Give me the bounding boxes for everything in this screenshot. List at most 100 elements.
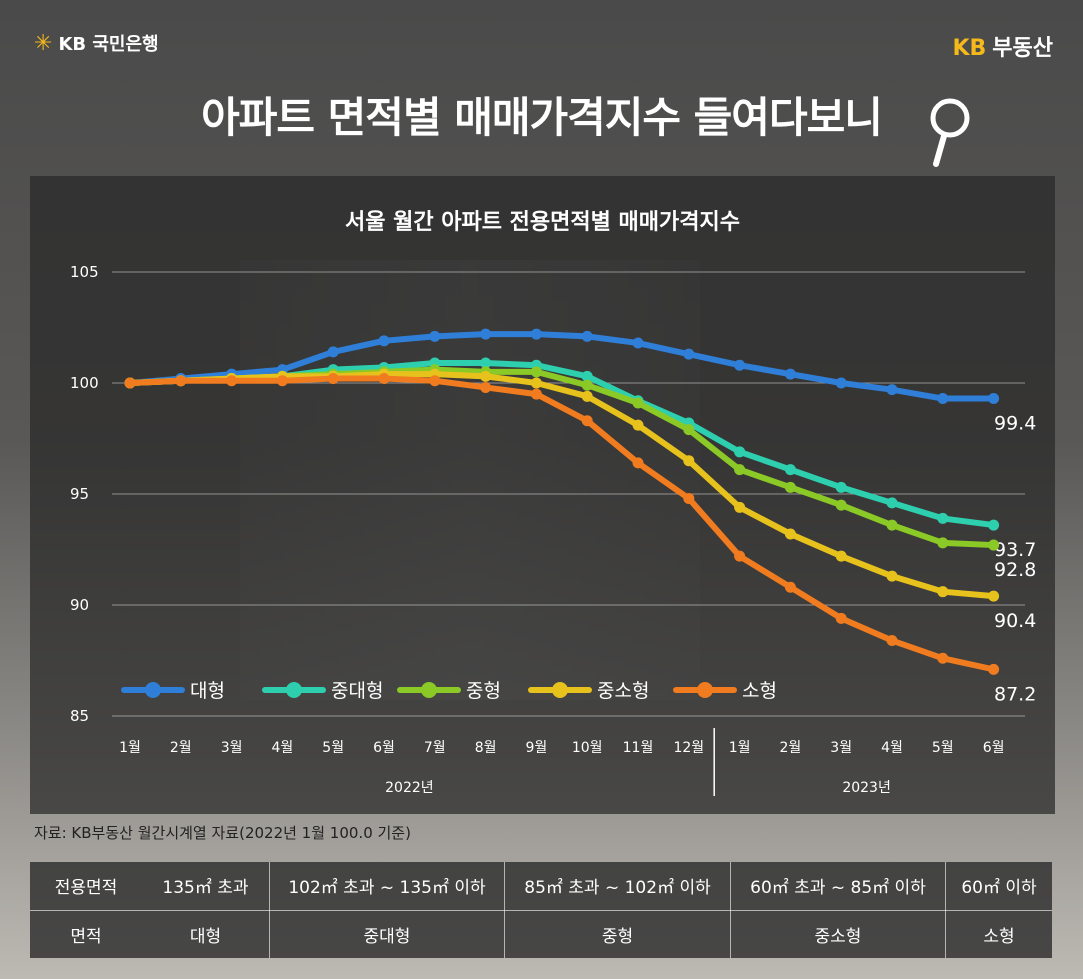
data-point: [327, 373, 339, 385]
data-point: [530, 366, 542, 378]
end-value-label: 87.2: [994, 683, 1036, 705]
x-tick-label: 11월: [623, 740, 654, 756]
y-tick-label: 105: [70, 263, 99, 281]
spec-cell: 중형: [504, 910, 731, 958]
data-point: [581, 330, 593, 342]
data-point: [378, 335, 390, 347]
data-point: [683, 492, 695, 504]
kb-star-icon: ✳: [34, 30, 53, 56]
data-point: [581, 370, 593, 382]
legend-label: 대형: [190, 680, 225, 702]
x-tick-label: 8월: [475, 740, 497, 756]
data-point: [530, 328, 542, 340]
data-point: [886, 384, 898, 396]
data-point: [226, 375, 238, 387]
spec-row-label: 전용면적: [30, 862, 142, 911]
data-point: [988, 519, 1000, 531]
spec-cell: 85㎡ 초과 ~ 102㎡ 이하: [504, 862, 731, 911]
end-value-label: 93.7: [994, 539, 1036, 561]
data-point: [784, 368, 796, 380]
legend-swatch-dot: [697, 682, 713, 698]
data-point: [734, 550, 746, 562]
y-tick-label: 85: [70, 707, 89, 725]
x-tick-label: 9월: [526, 740, 548, 756]
data-point: [683, 455, 695, 467]
data-point: [937, 537, 949, 549]
kb-logo-mark: KB: [952, 36, 987, 61]
data-point: [530, 377, 542, 389]
data-point: [429, 330, 441, 342]
page-title: 아파트 면적별 매매가격지수 들여다보니: [201, 93, 883, 142]
data-point: [581, 379, 593, 391]
data-point: [886, 519, 898, 531]
year-label: 2022년: [385, 780, 434, 796]
end-value-label: 90.4: [994, 610, 1036, 632]
data-point: [784, 581, 796, 593]
data-point: [327, 346, 339, 358]
data-point: [886, 570, 898, 582]
data-point: [988, 539, 1000, 551]
data-point: [886, 635, 898, 647]
data-point: [784, 464, 796, 476]
spec-cell: 135㎡ 초과: [142, 862, 270, 911]
x-tick-label: 6월: [373, 740, 395, 756]
data-point: [429, 375, 441, 387]
data-point: [581, 415, 593, 427]
data-point: [683, 424, 695, 436]
x-tick-label: 1월: [119, 740, 141, 756]
data-point: [937, 393, 949, 405]
data-point: [988, 663, 1000, 675]
data-point: [480, 357, 492, 369]
spec-row-area: 전용면적 135㎡ 초과 102㎡ 초과 ~ 135㎡ 이하 85㎡ 초과 ~ …: [30, 862, 1052, 911]
y-tick-label: 100: [70, 374, 99, 392]
x-tick-label: 4월: [272, 740, 294, 756]
x-tick-label: 12월: [673, 740, 704, 756]
data-point: [632, 337, 644, 349]
legend-swatch-dot: [421, 682, 437, 698]
data-point: [835, 499, 847, 511]
end-value-label: 99.4: [994, 413, 1036, 435]
x-tick-label: 3월: [221, 740, 243, 756]
spec-cell: 60㎡ 초과 ~ 85㎡ 이하: [730, 862, 946, 911]
data-point: [378, 373, 390, 385]
data-point: [937, 512, 949, 524]
y-tick-label: 95: [70, 485, 89, 503]
x-tick-label: 5월: [322, 740, 344, 756]
data-point: [175, 375, 187, 387]
data-point: [124, 377, 136, 389]
data-point: [632, 457, 644, 469]
data-point: [988, 393, 1000, 405]
spec-cell: 60㎡ 이하: [945, 862, 1052, 911]
data-point: [480, 328, 492, 340]
x-tick-label: 5월: [932, 740, 954, 756]
spec-table: 전용면적 135㎡ 초과 102㎡ 초과 ~ 135㎡ 이하 85㎡ 초과 ~ …: [30, 862, 1052, 958]
data-point: [835, 550, 847, 562]
y-tick-label: 90: [70, 596, 89, 614]
spec-cell: 대형: [142, 910, 270, 958]
x-tick-label: 10월: [572, 740, 603, 756]
data-point: [988, 590, 1000, 602]
data-point: [734, 446, 746, 458]
x-tick-label: 2월: [170, 740, 192, 756]
data-point: [276, 375, 288, 387]
series-line: [127, 375, 997, 673]
year-label: 2023년: [842, 780, 891, 796]
kb-realestate-logo: KB 부동산: [952, 30, 1053, 62]
legend-label: 중형: [466, 680, 501, 702]
data-point: [886, 497, 898, 509]
data-point: [480, 370, 492, 382]
data-point: [581, 390, 593, 402]
kb-bank-logo: ✳ KB 국민은행: [34, 30, 159, 56]
data-point: [937, 586, 949, 598]
data-point: [784, 528, 796, 540]
x-tick-label: 7월: [424, 740, 446, 756]
spec-row-type: 면적 대형 중대형 중형 중소형 소형: [30, 910, 1052, 958]
spec-cell: 102㎡ 초과 ~ 135㎡ 이하: [269, 862, 505, 911]
source-note: 자료: KB부동산 월간시계열 자료(2022년 1월 100.0 기준): [34, 824, 411, 842]
legend-swatch-dot: [552, 682, 568, 698]
x-tick-label: 3월: [830, 740, 852, 756]
spec-cell: 중대형: [269, 910, 505, 958]
magnifier-icon: [930, 98, 970, 167]
legend-label: 중대형: [331, 680, 383, 702]
chart-panel: [30, 176, 1055, 814]
